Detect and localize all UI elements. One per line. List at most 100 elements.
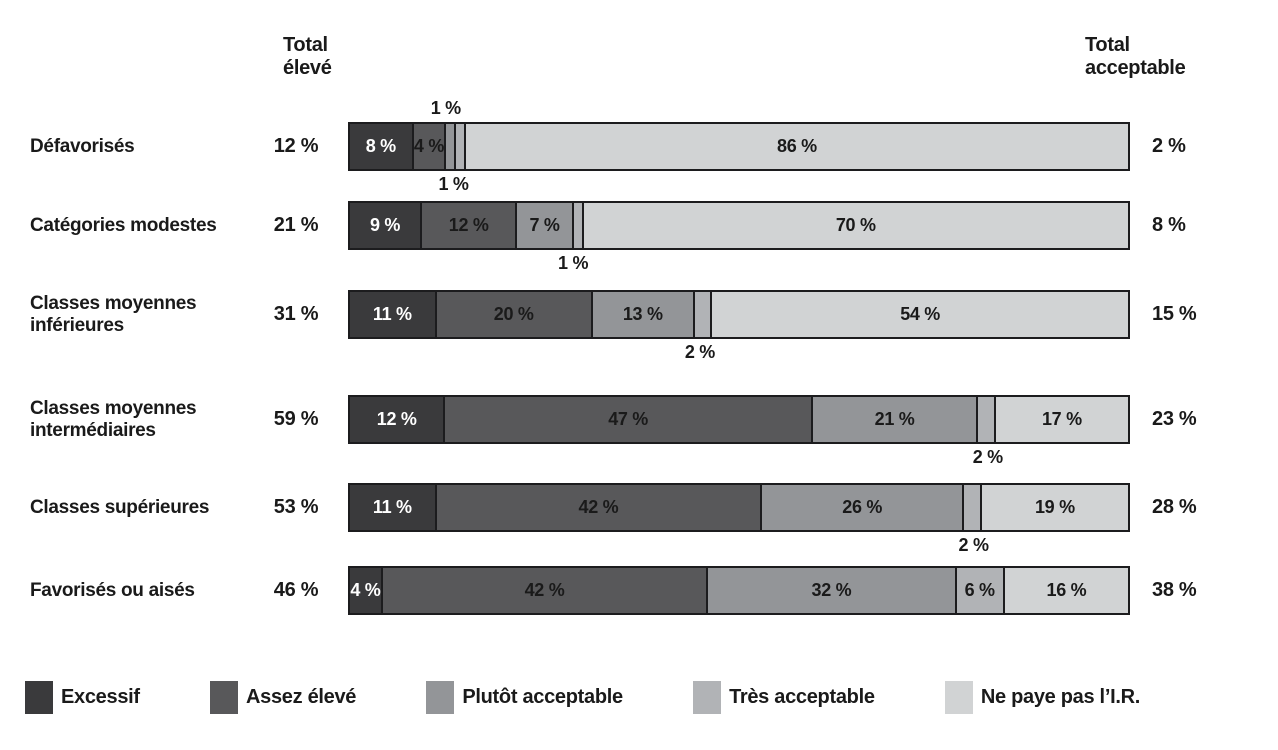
bar-segment-tres_acceptable xyxy=(456,124,466,169)
legend-item: Très acceptable xyxy=(693,681,875,714)
segment-value-label: 11 % xyxy=(372,497,412,517)
segment-value-label: 16 % xyxy=(1046,580,1087,600)
chart-rows: Défavorisés 12 % 8 % 4 % 86 % 1 % 1 % 2 % C… xyxy=(0,98,1278,615)
bar-wrap: 12 % 47 % 21 % 17 % 2 % xyxy=(348,395,1130,467)
bar-segment-plutot_acceptable xyxy=(446,124,457,169)
segment-value-label: 9 % xyxy=(369,215,401,235)
bar-segment-tres_acceptable xyxy=(964,485,982,530)
bar-segment-ne_paye_pas: 86 % xyxy=(465,124,1128,169)
bar-segment-ne_paye_pas: 17 % xyxy=(995,397,1128,442)
bar-segment-assez_eleve: 4 % xyxy=(413,124,447,169)
segment-callout-label: 2 % xyxy=(958,535,989,555)
bar-wrap: 9 % 12 % 7 % 70 % 1 % xyxy=(348,201,1130,273)
total-acceptable-value: 2 % xyxy=(1152,135,1186,157)
segment-value-label: 42 % xyxy=(578,497,619,517)
segment-callout-label: 1 % xyxy=(430,98,461,118)
chart-row: Classes moyennes intermédiaires 59 % 12 … xyxy=(0,395,1278,467)
legend-item: Ne paye pas l’I.R. xyxy=(944,681,1140,714)
bar-wrap: 11 % 42 % 26 % 19 % 2 % xyxy=(348,483,1130,555)
bar-segment-ne_paye_pas: 54 % xyxy=(712,292,1128,337)
segment-value-label: 42 % xyxy=(524,580,565,600)
row-label: Classes moyennes intermédiaires xyxy=(30,397,197,441)
segment-value-label: 4 % xyxy=(350,580,381,600)
legend-swatch-icon xyxy=(210,681,238,714)
segment-value-label: 70 % xyxy=(835,215,876,235)
segment-value-label: 13 % xyxy=(622,304,663,324)
segment-value-label: 19 % xyxy=(1034,497,1075,517)
segment-callout-label: 1 % xyxy=(558,253,589,273)
row-label: Classes moyennes inférieures xyxy=(30,292,197,336)
segment-callout-label: 2 % xyxy=(684,342,715,362)
bar-wrap: 11 % 20 % 13 % 54 % 2 % xyxy=(348,290,1130,362)
legend-swatch-icon xyxy=(693,681,722,714)
chart-row: Favorisés ou aisés 46 % 4 % 42 % 32 % 6 % 16… xyxy=(0,566,1278,615)
bar-segment-tres_acceptable xyxy=(694,292,713,337)
legend-item: Plutôt acceptable xyxy=(426,681,623,714)
stacked-bar: 11 % 20 % 13 % 54 % xyxy=(348,290,1130,339)
bar-segment-plutot_acceptable: 26 % xyxy=(762,485,965,530)
legend-item: Assez élevé xyxy=(210,681,356,714)
legend-swatch-icon xyxy=(426,681,455,714)
segment-value-label: 12 % xyxy=(376,409,417,429)
bar-segment-plutot_acceptable: 7 % xyxy=(517,203,574,248)
segment-value-label: 26 % xyxy=(842,497,883,517)
segment-value-label: 11 % xyxy=(372,304,412,324)
segment-value-label: 7 % xyxy=(529,215,560,235)
legend-item: Excessif xyxy=(25,681,140,714)
bar-segment-ne_paye_pas: 70 % xyxy=(583,203,1128,248)
chart-row: Catégories modestes 21 % 9 % 12 % 7 % 70 % … xyxy=(0,201,1278,273)
legend-label: Très acceptable xyxy=(729,686,875,708)
segment-value-label: 12 % xyxy=(448,215,489,235)
segment-value-label: 86 % xyxy=(776,136,817,156)
stacked-bar: 11 % 42 % 26 % 19 % xyxy=(348,483,1130,532)
segment-value-label: 21 % xyxy=(874,409,915,429)
legend-label: Assez élevé xyxy=(246,686,357,708)
total-eleve-value: 59 % xyxy=(273,408,319,430)
bar-segment-excessif: 12 % xyxy=(350,397,446,442)
bar-segment-plutot_acceptable: 32 % xyxy=(708,568,957,613)
chart-row: Défavorisés 12 % 8 % 4 % 86 % 1 % 1 % 2 % xyxy=(0,98,1278,194)
total-acceptable-value: 15 % xyxy=(1152,303,1197,325)
total-eleve-value: 12 % xyxy=(273,135,319,157)
total-eleve-value: 21 % xyxy=(273,214,319,236)
segment-value-label: 17 % xyxy=(1041,409,1082,429)
bar-segment-assez_eleve: 42 % xyxy=(382,568,709,613)
legend-label: Excessif xyxy=(61,686,140,708)
segment-value-label: 47 % xyxy=(608,409,649,429)
bar-segment-tres_acceptable xyxy=(978,397,996,442)
bar-segment-tres_acceptable: 6 % xyxy=(956,568,1005,613)
bar-wrap: 4 % 42 % 32 % 6 % 16 % xyxy=(348,566,1130,615)
total-eleve-value: 53 % xyxy=(273,496,319,518)
row-label: Favorisés ou aisés xyxy=(30,579,195,601)
total-acceptable-value: 23 % xyxy=(1152,408,1197,430)
bar-wrap: 8 % 4 % 86 % 1 % 1 % xyxy=(348,98,1130,194)
bar-segment-tres_acceptable xyxy=(573,203,584,248)
column-header-total-eleve: Total élevé xyxy=(283,34,332,79)
total-eleve-value: 31 % xyxy=(273,303,319,325)
chart-row: Classes moyennes inférieures 31 % 11 % 20… xyxy=(0,290,1278,362)
total-acceptable-value: 38 % xyxy=(1152,579,1197,601)
legend-swatch-icon xyxy=(25,681,53,714)
column-header-total-acceptable: Total acceptable xyxy=(1085,34,1186,79)
bar-segment-assez_eleve: 12 % xyxy=(422,203,518,248)
chart-legend: Excessif Assez élevé Plutôt acceptable T… xyxy=(25,681,1140,714)
row-label: Défavorisés xyxy=(30,135,135,157)
segment-value-label: 32 % xyxy=(811,580,852,600)
bar-segment-excessif: 8 % xyxy=(350,124,414,169)
stacked-bar: 9 % 12 % 7 % 70 % xyxy=(348,201,1130,250)
bar-segment-assez_eleve: 47 % xyxy=(445,397,813,442)
row-label: Catégories modestes xyxy=(30,214,217,236)
legend-swatch-icon xyxy=(944,681,973,714)
stacked-bar: 4 % 42 % 32 % 6 % 16 % xyxy=(348,566,1130,615)
stacked-bar: 12 % 47 % 21 % 17 % xyxy=(348,395,1130,444)
segment-callout-label: 1 % xyxy=(438,174,469,194)
bar-segment-excessif: 11 % xyxy=(350,292,437,337)
stacked-bar: 8 % 4 % 86 % xyxy=(348,122,1130,171)
bar-segment-plutot_acceptable: 21 % xyxy=(812,397,979,442)
bar-segment-assez_eleve: 20 % xyxy=(436,292,593,337)
segment-value-label: 20 % xyxy=(493,304,534,324)
segment-value-label: 54 % xyxy=(900,304,941,324)
total-eleve-value: 46 % xyxy=(273,579,319,601)
row-label: Classes supérieures xyxy=(30,496,210,518)
